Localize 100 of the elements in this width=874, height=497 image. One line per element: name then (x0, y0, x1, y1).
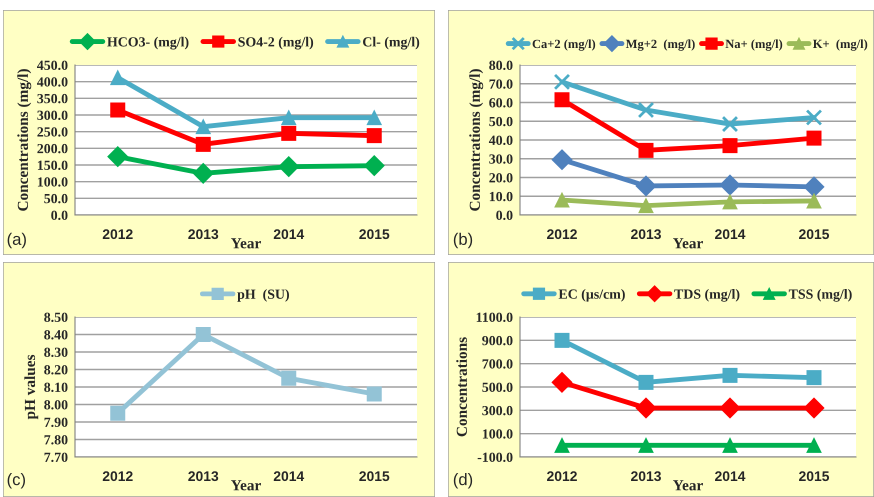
y-axis-title: Concentrations (456, 337, 467, 436)
y-tick-label: 100.0 (482, 429, 513, 439)
y-tick-label: 250.0 (37, 127, 68, 137)
y-axis-title: Concentrations (mg/l) (17, 69, 32, 211)
y-tick-label: -100.0 (478, 452, 513, 462)
point (804, 398, 824, 418)
x-axis-title: Year (231, 238, 261, 248)
y-tick-label: 450.0 (36, 60, 68, 70)
y-tick-label: 300.0 (482, 406, 513, 416)
point (720, 174, 740, 196)
x-tick-label: 2014 (274, 229, 304, 240)
legend-label: TDS (mg/l) (674, 288, 740, 302)
x-tick-label: 2012 (102, 229, 133, 240)
y-tick-label: 0.0 (496, 210, 513, 220)
point (722, 116, 738, 132)
y-tick-label: 0.0 (51, 210, 68, 220)
point (192, 162, 214, 184)
x-tick-label: 2014 (274, 471, 304, 482)
point (366, 110, 382, 126)
point (806, 193, 822, 208)
y-tick-label: 300.0 (37, 110, 68, 120)
point (720, 398, 740, 418)
point (722, 368, 738, 383)
legend-label: EC (µs/cm) (558, 288, 625, 302)
y-tick-label: 100.0 (38, 177, 68, 187)
y-tick-label: 8.40 (44, 330, 68, 340)
x-axis-title: Year (231, 480, 261, 490)
legend-label: Na+ (mg/l) (726, 39, 782, 51)
x-tick-label: 2015 (359, 471, 390, 482)
x-tick-label: 2015 (359, 229, 390, 240)
y-tick-label: 8.00 (44, 400, 68, 410)
x-tick-label: 2012 (547, 471, 577, 482)
y-axis-title: Concentrations (mg/l) (469, 69, 484, 211)
text: (b) (454, 232, 472, 248)
y-tick-label: 7.70 (44, 452, 68, 462)
point (638, 142, 654, 158)
point (552, 372, 572, 393)
y-tick-label: 900.0 (482, 336, 513, 346)
legend-label: Ca+2 (mg/l) (532, 39, 596, 51)
x-tick-label: 2013 (188, 229, 218, 240)
point (554, 438, 570, 453)
y-tick-label: 30.0 (489, 154, 513, 164)
y-tick-label: 8.30 (44, 348, 68, 358)
x-axis-title: Year (673, 480, 703, 490)
x-tick-label: 2015 (799, 471, 830, 482)
y-tick-label: 500.0 (482, 382, 513, 392)
legend-label: pH (SU) (237, 289, 289, 302)
point (638, 102, 654, 118)
point (806, 438, 822, 453)
y-tick-label: 8.50 (44, 312, 68, 322)
x-tick-label: 2012 (547, 229, 577, 240)
x-tick-label: 2014 (715, 471, 746, 482)
point (107, 146, 128, 168)
point (110, 102, 126, 118)
y-tick-label: 40.0 (488, 136, 513, 146)
legend-label: K+ (mg/l) (812, 39, 868, 51)
point (110, 406, 126, 421)
y-tick-label: 50.0 (489, 116, 513, 126)
point (554, 92, 570, 108)
y-tick-label: 50.0 (44, 194, 68, 204)
x-tick-label: 2015 (799, 229, 830, 240)
point (554, 192, 570, 208)
legend-label: Cl- (mg/l) (362, 36, 420, 50)
x-tick-label: 2014 (715, 229, 746, 240)
y-tick-label: 70.0 (490, 79, 513, 89)
point (638, 374, 654, 390)
point (196, 136, 211, 152)
point (278, 156, 300, 178)
x-tick-label: 2013 (631, 471, 661, 482)
legend-label: TSS (mg/l) (788, 288, 852, 302)
y-tick-label: 8.10 (44, 382, 68, 392)
text: (c) (8, 473, 25, 489)
y-tick-label: 8.20 (44, 365, 68, 375)
point (554, 332, 570, 348)
point (281, 110, 296, 126)
point (110, 70, 126, 86)
point (364, 155, 385, 176)
point (722, 438, 738, 453)
point (806, 109, 822, 126)
point (722, 138, 738, 154)
y-tick-label: 700.0 (482, 359, 513, 369)
point (366, 128, 382, 144)
point (196, 327, 211, 342)
y-tick-label: 10.0 (490, 192, 513, 202)
point (638, 438, 654, 453)
y-tick-label: 80.0 (489, 60, 513, 70)
y-tick-label: 60.0 (489, 98, 513, 108)
point (804, 176, 824, 198)
point (366, 386, 382, 402)
point (281, 126, 296, 141)
point (636, 398, 656, 418)
x-tick-label: 2013 (631, 229, 661, 240)
text: (a) (8, 232, 26, 248)
y-tick-label: 7.90 (44, 418, 68, 428)
legend-label: Mg+2 (mg/l) (626, 39, 695, 51)
text: (d) (454, 473, 472, 489)
x-tick-label: 2012 (102, 471, 133, 482)
point (806, 370, 822, 386)
point (552, 149, 572, 170)
legend-label: SO4-2 (mg/l) (238, 36, 314, 50)
